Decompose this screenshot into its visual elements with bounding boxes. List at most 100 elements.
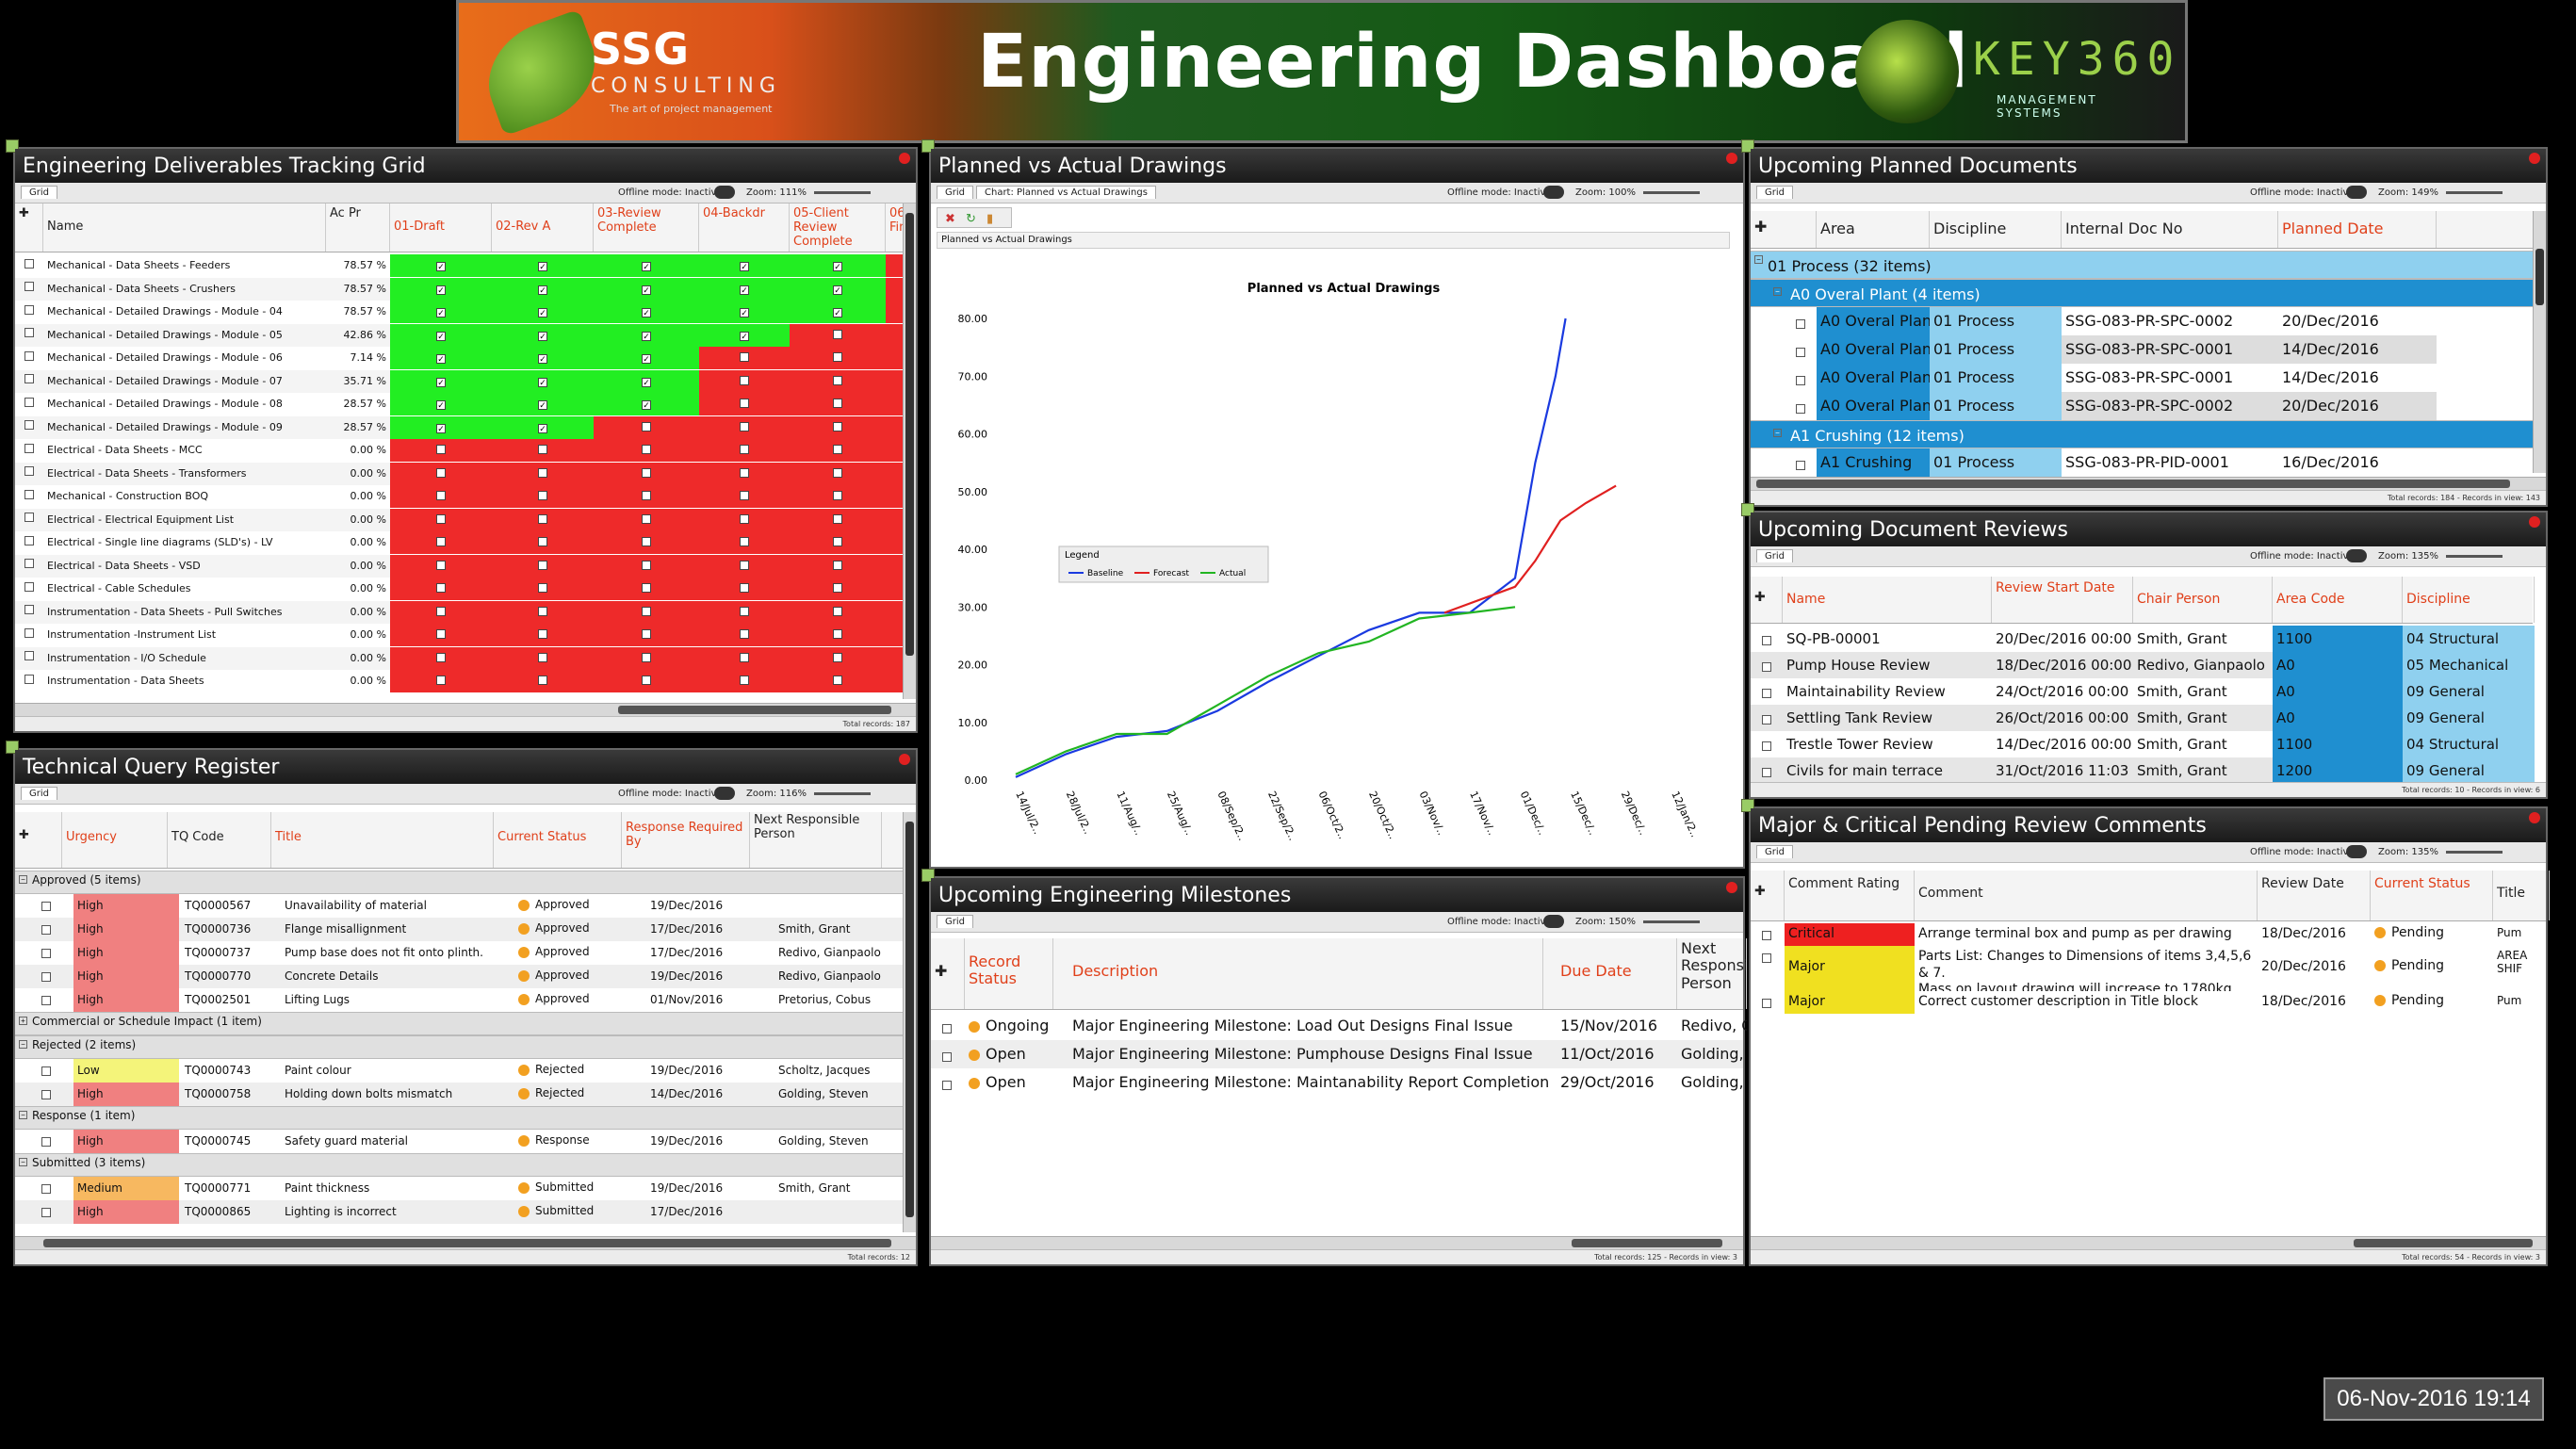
stage-checkbox[interactable]	[740, 606, 749, 616]
row-select-checkbox[interactable]	[21, 347, 40, 369]
stage-checkbox[interactable]	[436, 467, 446, 478]
stage-checkbox[interactable]: ✓	[833, 285, 842, 295]
stage-cell[interactable]: ✓	[390, 277, 492, 301]
checkbox[interactable]	[24, 304, 34, 315]
checkbox[interactable]	[1762, 741, 1771, 751]
stage-cell[interactable]	[790, 415, 886, 439]
checkbox[interactable]	[24, 581, 34, 592]
row-select-checkbox[interactable]	[1758, 678, 1777, 705]
col-urgency[interactable]: Urgency	[62, 812, 168, 868]
checkbox[interactable]	[41, 924, 51, 935]
tab-grid[interactable]: Grid	[21, 787, 57, 800]
stage-checkbox[interactable]: ✓	[642, 331, 651, 341]
stage-cell[interactable]	[886, 369, 906, 393]
stage-checkbox[interactable]	[740, 676, 749, 685]
stage-cell[interactable]	[492, 646, 594, 670]
stage-checkbox[interactable]	[740, 399, 749, 408]
stage-checkbox[interactable]	[436, 537, 446, 546]
col-01-draft[interactable]: 01-Draft	[390, 204, 492, 252]
table-row[interactable]: Instrumentation - I/O Schedule 0.00 %	[15, 646, 906, 670]
stage-cell[interactable]: ✓	[594, 347, 699, 369]
stage-checkbox[interactable]	[740, 629, 749, 639]
stage-cell[interactable]	[594, 554, 699, 578]
close-icon[interactable]	[2529, 812, 2540, 823]
col-05-client-review[interactable]: 05-Client Review Complete	[790, 204, 886, 252]
stage-cell[interactable]: ✓	[390, 347, 492, 369]
zoom-slider[interactable]	[1643, 920, 1700, 923]
stage-checkbox[interactable]	[538, 676, 547, 685]
row-select-checkbox[interactable]	[1758, 652, 1777, 678]
stage-checkbox[interactable]	[833, 560, 842, 570]
select-all-icon[interactable]: ✚	[15, 812, 62, 868]
horizontal-scrollbar[interactable]	[931, 1236, 1743, 1249]
stage-cell[interactable]	[492, 554, 594, 578]
col-02-rev-a[interactable]: 02-Rev A	[492, 204, 594, 252]
scrollbar-thumb[interactable]	[1756, 480, 2510, 488]
stage-cell[interactable]: ✓	[790, 254, 886, 277]
scrollbar-thumb[interactable]	[2535, 249, 2544, 305]
stage-cell[interactable]: ✓	[699, 254, 790, 277]
table-row[interactable]: Instrumentation -Instrument List 0.00 %	[15, 624, 906, 646]
table-row[interactable]: High TQ0000737 Pump base does not fit onto…	[15, 941, 903, 965]
stage-checkbox[interactable]: ✓	[436, 354, 446, 364]
stage-cell[interactable]	[886, 531, 906, 554]
stage-cell[interactable]	[492, 531, 594, 554]
stage-cell[interactable]	[790, 531, 886, 554]
table-row[interactable]: SQ-PB-00001 20/Dec/2016 00:00 Smith, Grant…	[1751, 626, 2535, 652]
collapse-icon[interactable]: −	[19, 1158, 27, 1166]
stage-cell[interactable]	[886, 301, 906, 323]
stage-checkbox[interactable]: ✓	[538, 377, 547, 387]
checkbox[interactable]	[1762, 931, 1771, 940]
stage-checkbox[interactable]	[833, 375, 842, 385]
row-select-checkbox[interactable]	[21, 647, 40, 670]
col-next-responsible-person[interactable]: Next Responsible Person	[750, 812, 882, 868]
collapse-icon[interactable]: −	[1773, 287, 1782, 296]
stage-cell[interactable]: ✓	[390, 369, 492, 393]
stage-cell[interactable]: ✓	[594, 369, 699, 393]
horizontal-scrollbar[interactable]	[15, 1236, 916, 1249]
col-current-status[interactable]: Current Status	[494, 812, 622, 868]
scrollbar-thumb[interactable]	[2354, 1239, 2533, 1247]
table-row[interactable]: High TQ0000865 Lighting is incorrect Submit…	[15, 1200, 903, 1224]
close-icon[interactable]	[2529, 153, 2540, 164]
stage-checkbox[interactable]	[833, 537, 842, 546]
stage-checkbox[interactable]	[642, 560, 651, 570]
table-row[interactable]: High TQ0000567 Unavailability of material A…	[15, 894, 903, 918]
offline-toggle[interactable]	[1543, 186, 1564, 199]
stage-cell[interactable]	[594, 624, 699, 646]
stage-checkbox[interactable]: ✓	[833, 262, 842, 271]
table-row[interactable]: Settling Tank Review 26/Oct/2016 00:00 Smi…	[1751, 705, 2535, 731]
stage-cell[interactable]: ✓	[492, 393, 594, 415]
checkbox[interactable]	[942, 1080, 952, 1090]
checkbox[interactable]	[24, 466, 34, 476]
table-row[interactable]: High TQ0000758 Holding down bolts mismatch…	[15, 1083, 903, 1106]
stage-checkbox[interactable]	[642, 629, 651, 639]
stage-cell[interactable]: ✓	[699, 323, 790, 347]
table-row[interactable]: Mechanical - Construction BOQ 0.00 %	[15, 485, 906, 508]
scrollbar-thumb[interactable]	[905, 213, 914, 656]
select-all-icon[interactable]: ✚	[1751, 871, 1785, 920]
stage-checkbox[interactable]: ✓	[642, 308, 651, 317]
stage-checkbox[interactable]	[642, 583, 651, 593]
col-comment-rating[interactable]: Comment Rating	[1785, 871, 1915, 920]
stage-cell[interactable]	[492, 600, 594, 624]
stage-checkbox[interactable]	[436, 676, 446, 685]
row-select-checkbox[interactable]	[38, 1177, 57, 1200]
stage-checkbox[interactable]	[538, 652, 547, 662]
table-row[interactable]: Electrical - Cable Schedules 0.00 %	[15, 578, 906, 600]
checkbox[interactable]	[1762, 953, 1771, 963]
stage-cell[interactable]	[790, 670, 886, 692]
table-row[interactable]: Mechanical - Detailed Drawings - Module …	[15, 369, 906, 393]
stage-checkbox[interactable]	[740, 560, 749, 570]
stage-cell[interactable]	[390, 508, 492, 531]
stage-checkbox[interactable]	[740, 583, 749, 593]
stage-cell[interactable]	[699, 415, 790, 439]
checkbox[interactable]	[1796, 460, 1805, 470]
stage-cell[interactable]	[790, 600, 886, 624]
stage-checkbox[interactable]	[833, 583, 842, 593]
checkbox[interactable]	[24, 535, 34, 545]
row-select-checkbox[interactable]	[1792, 448, 1811, 477]
checkbox[interactable]	[1762, 688, 1771, 698]
chart-type-icon[interactable]: ▮	[986, 211, 994, 225]
stage-checkbox[interactable]	[538, 583, 547, 593]
